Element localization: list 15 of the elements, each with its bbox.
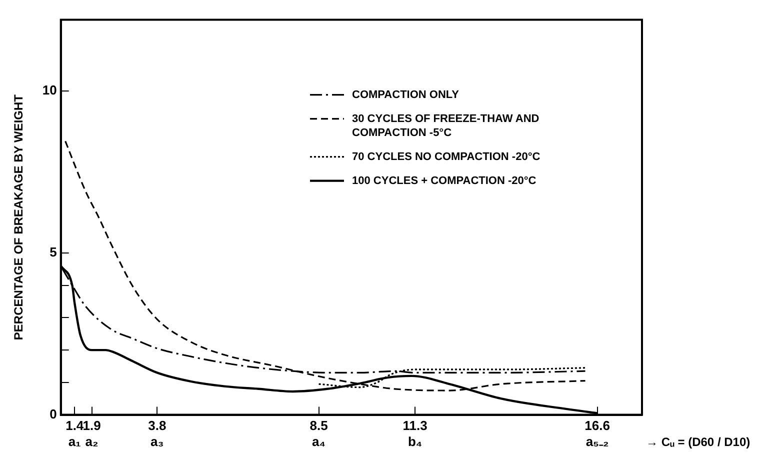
y-tick-label: 0	[50, 406, 57, 422]
x-tick-label: 16.6 a₅₋₂	[584, 418, 610, 449]
x-axis-title: → Cᵤ = (D60 / D10)	[646, 435, 750, 450]
legend-label: COMPACTION ONLY	[352, 88, 460, 101]
legend-label: 30 CYCLES OF FREEZE-THAW AND COMPACTION -5°C	[352, 112, 540, 139]
x-tick-label: 11.3 b₄	[402, 418, 428, 449]
y-tick-label: 5	[50, 244, 57, 260]
y-tick-label: 10	[42, 82, 57, 98]
x-tick-label: 1.4 a₁	[66, 418, 84, 449]
legend-label: 70 CYCLES NO COMPACTION -20°C	[352, 150, 540, 163]
x-tick-label: 8.5 a₄	[310, 418, 328, 449]
x-tick-label: 1.9 a₂	[82, 418, 101, 449]
legend-label: 100 CYCLES + COMPACTION -20°C	[352, 174, 536, 187]
y-axis-title: PERCENTAGE OF BREAKAGE BY WEIGHT	[12, 94, 26, 340]
x-tick-label: 3.8 a₃	[148, 418, 166, 449]
